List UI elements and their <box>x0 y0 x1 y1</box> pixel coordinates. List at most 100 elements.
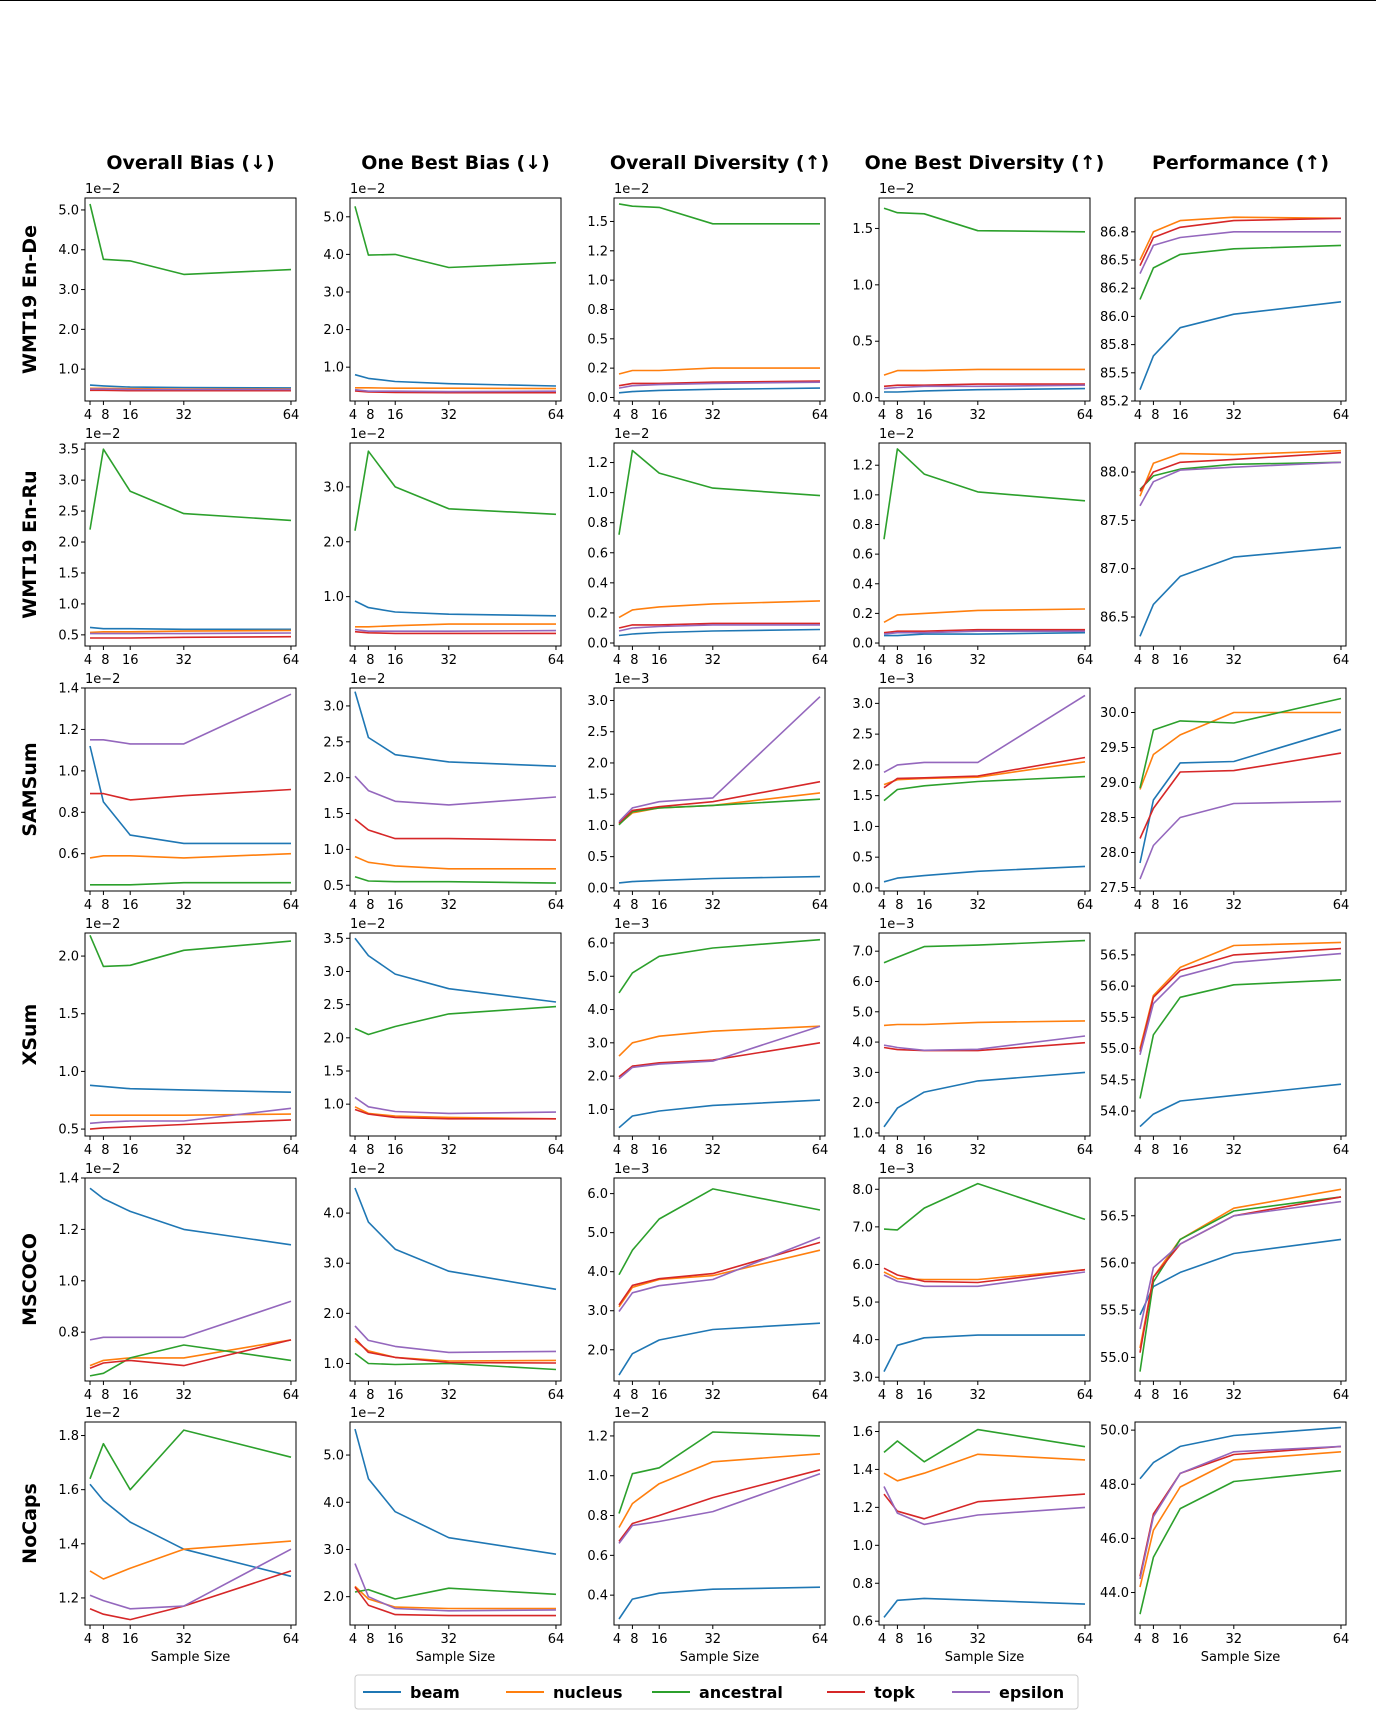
x-tick-label: 4 <box>1134 1388 1142 1403</box>
x-tick-label: 32 <box>1226 1632 1243 1647</box>
legend-label-ancestral: ancestral <box>699 1683 783 1702</box>
y-tick-label: 1.0 <box>58 1065 79 1080</box>
x-tick-label: 4 <box>878 1632 886 1647</box>
series-line-beam <box>89 745 291 845</box>
y-tick-label: 0.0 <box>587 636 608 651</box>
series-line-nucleus <box>1139 1188 1342 1349</box>
plot-frame <box>1134 1421 1347 1626</box>
panel: 1.0 2.0 3.0 4.0 4 8 16 32 64 1e−2 <box>323 1162 564 1403</box>
y-tick-label: 1.4 <box>58 682 79 697</box>
series-line-beam <box>883 1334 1085 1372</box>
y-tick-label: 0.6 <box>852 548 873 563</box>
y-tick-label: 29.5 <box>1100 741 1129 756</box>
y-tick-label: 2.0 <box>852 1096 873 1111</box>
x-tick-label: 32 <box>441 1143 458 1158</box>
y-tick-label: 46.0 <box>1100 1532 1129 1547</box>
x-tick-label: 32 <box>176 1632 193 1647</box>
y-tick-label: 3.0 <box>323 699 344 714</box>
y-tick-label: 56.5 <box>1100 948 1129 963</box>
series-line-ancestral <box>883 448 1086 540</box>
plot-frame <box>84 197 297 402</box>
x-tick-label: 4 <box>349 1388 357 1403</box>
x-tick-label: 8 <box>366 408 374 423</box>
x-tick-label: 4 <box>1134 653 1142 668</box>
y-tick-label: 55.0 <box>1100 1351 1129 1366</box>
x-tick-label: 16 <box>122 1388 139 1403</box>
series-line-beam <box>618 1099 821 1129</box>
y-tick-label: 1.0 <box>587 1103 608 1118</box>
series-line-nucleus <box>354 1585 556 1610</box>
panel: 0.5 1.0 1.5 2.0 4 8 16 32 64 1e−2 <box>58 917 299 1158</box>
y-tick-label: 1.0 <box>323 361 344 376</box>
x-tick-label: 8 <box>895 1388 903 1403</box>
x-tick-label: 16 <box>1172 1388 1189 1403</box>
y-tick-label: 85.5 <box>1100 366 1129 381</box>
series-line-epsilon <box>618 1472 821 1544</box>
y-tick-label: 1.4 <box>58 1172 79 1187</box>
x-tick-label: 4 <box>349 1632 357 1647</box>
series-line-epsilon <box>89 1107 292 1125</box>
x-tick-label: 32 <box>176 653 193 668</box>
series-line-beam <box>354 1187 557 1291</box>
series-line-epsilon <box>883 694 1086 774</box>
y-tick-label: 87.0 <box>1100 562 1129 577</box>
x-tick-label: 16 <box>387 1632 404 1647</box>
x-tick-label: 8 <box>101 1143 109 1158</box>
row-title: WMT19 En-Ru <box>19 470 41 618</box>
axis-offset-label: 1e−2 <box>350 1162 385 1177</box>
x-tick-label: 16 <box>1172 1143 1189 1158</box>
y-tick-label: 3.0 <box>323 480 344 495</box>
column-title: One Best Bias (↓) <box>361 152 550 174</box>
series-line-topk <box>354 818 557 841</box>
x-tick-label: 16 <box>1172 898 1189 913</box>
y-tick-label: 85.2 <box>1100 395 1129 410</box>
series-line-ancestral <box>1139 1196 1342 1372</box>
y-tick-label: 0.0 <box>587 391 608 406</box>
x-axis-label: Sample Size <box>1201 1650 1281 1665</box>
plot-frame <box>613 197 826 402</box>
y-tick-label: 4.0 <box>587 1265 608 1280</box>
x-tick-label: 8 <box>101 1388 109 1403</box>
x-tick-label: 16 <box>651 1632 668 1647</box>
series-line-nucleus <box>89 852 292 859</box>
y-tick-label: 0.5 <box>587 850 608 865</box>
y-tick-label: 1.5 <box>587 788 608 803</box>
x-tick-label: 32 <box>705 898 722 913</box>
series-line-beam <box>618 1322 821 1376</box>
series-line-epsilon <box>89 1300 292 1341</box>
y-tick-label: 2.0 <box>58 536 79 551</box>
panel: 1.0 2.0 3.0 4.0 5.0 6.0 4 8 16 32 64 1e−3 <box>587 917 828 1158</box>
series-line-nucleus <box>618 367 820 375</box>
x-tick-label: 8 <box>366 653 374 668</box>
series-line-ancestral <box>354 1587 557 1600</box>
y-tick-label: 5.0 <box>323 210 344 225</box>
plot-frame <box>613 1177 826 1382</box>
series-line-nucleus <box>1139 449 1342 497</box>
series-line-beam <box>354 691 557 767</box>
x-tick-label: 16 <box>387 1143 404 1158</box>
x-tick-label: 16 <box>916 408 933 423</box>
x-tick-label: 64 <box>812 1632 829 1647</box>
x-tick-label: 8 <box>1151 1632 1159 1647</box>
series-line-ancestral <box>618 203 820 225</box>
x-tick-label: 64 <box>548 408 565 423</box>
x-tick-label: 8 <box>630 1632 638 1647</box>
plot-frame <box>878 442 1091 647</box>
series-line-ancestral <box>618 449 821 535</box>
panel: 0.0 0.2 0.5 0.8 1.0 1.2 1.5 4 8 16 32 64 1e−2 <box>587 182 828 423</box>
y-tick-label: 1.2 <box>587 244 608 259</box>
axis-offset-label: 1e−2 <box>350 672 385 687</box>
panel: 1.0 2.0 3.0 4 8 16 32 64 1e−2 <box>323 427 564 668</box>
series-line-nucleus <box>883 368 1085 376</box>
x-tick-label: 4 <box>878 653 886 668</box>
y-tick-label: 0.8 <box>587 303 608 318</box>
panel: 1.0 1.5 2.0 2.5 3.0 3.5 4 8 16 32 64 1e−2 <box>323 917 564 1158</box>
x-axis-label: Sample Size <box>680 1650 760 1665</box>
x-tick-label: 8 <box>366 1143 374 1158</box>
y-tick-label: 0.5 <box>323 879 344 894</box>
series-line-epsilon <box>618 696 821 823</box>
x-tick-label: 16 <box>122 898 139 913</box>
y-tick-label: 2.0 <box>323 771 344 786</box>
series-line-topk <box>354 1337 557 1364</box>
x-tick-label: 64 <box>548 653 565 668</box>
